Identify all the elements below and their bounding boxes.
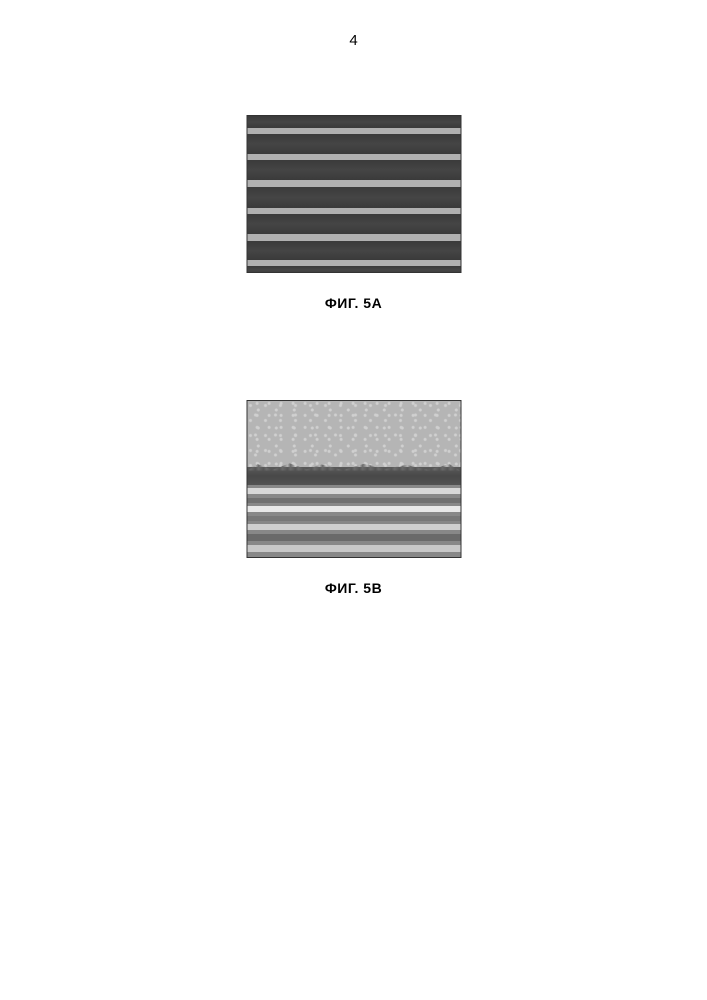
figure-5b-bottom-layer [247,485,460,557]
figure-5b-mid-layer [247,467,460,486]
figure-5a-light-stripe [247,128,460,134]
figure-5b-band [247,524,460,530]
figure-5b-band [247,545,460,553]
figure-5a-image [246,115,461,273]
figure-5b-caption: ФИГ. 5В [246,580,461,596]
figure-5a-light-stripe [247,234,460,241]
page-number: 4 [349,32,357,49]
figure-5b-band [247,488,460,494]
figure-5a-dark-band [247,241,460,260]
figure-5a-dark-band [247,134,460,154]
figure-5a-block: ФИГ. 5А [246,115,461,311]
figure-5b-top-layer [247,401,460,467]
figure-5a-dark-band [247,187,460,208]
figure-5b-band [247,516,460,521]
figure-5a-dark-band [247,266,460,273]
figure-5b-block: ФИГ. 5В [246,400,461,596]
figure-5b-band [247,534,460,541]
figure-5a-light-stripe [247,260,460,266]
figure-5b-image [246,400,461,558]
figure-5a-caption: ФИГ. 5А [246,295,461,311]
figure-5a-light-stripe [247,180,460,187]
figure-5a-dark-band [247,160,460,180]
figure-5a-light-stripe [247,154,460,160]
figure-5a-dark-band [247,214,460,234]
figure-5b-band [247,498,460,503]
figure-5b-band [247,506,460,513]
figure-5a-light-stripe [247,208,460,214]
figure-5a-dark-band [247,116,460,128]
